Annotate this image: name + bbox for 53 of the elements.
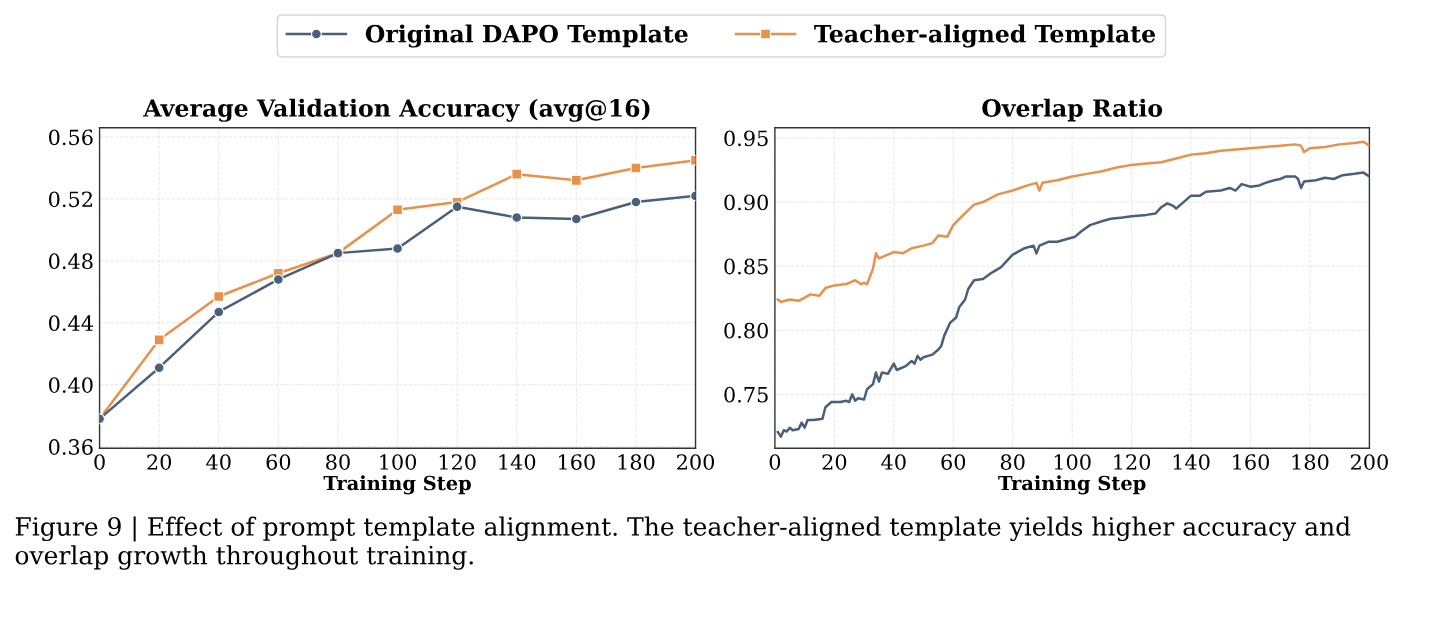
y-tick-label: 0.52 bbox=[49, 191, 92, 208]
y-tick-label: 0.85 bbox=[724, 258, 768, 275]
x-tick-label: 0 bbox=[94, 454, 105, 470]
point bbox=[213, 291, 225, 302]
x-tick-label: 100 bbox=[1054, 454, 1091, 470]
point bbox=[570, 213, 582, 225]
point bbox=[392, 204, 403, 216]
caption: Figure 9 | Effect of prompt template alignment. The teacher-aligned template yields higher accuracy and overlap growth throughout training. bbox=[15, 516, 1351, 570]
y-tick-label: 0.40 bbox=[49, 377, 93, 393]
x-tick-label: 120 bbox=[1114, 454, 1151, 470]
y-tick-label: 0.56 bbox=[49, 129, 93, 146]
point bbox=[511, 212, 523, 223]
y-tick-label: 0.36 bbox=[49, 439, 93, 455]
x-tick-label: 60 bbox=[941, 454, 966, 470]
y-tick-label: 0.90 bbox=[724, 194, 768, 211]
x-tick-label: 80 bbox=[326, 454, 350, 470]
line-series bbox=[776, 171, 1370, 438]
y-tick-label: 0.95 bbox=[724, 130, 768, 147]
point bbox=[272, 274, 284, 285]
x-tick-label: 80 bbox=[1000, 454, 1025, 470]
point bbox=[213, 306, 225, 318]
point bbox=[630, 196, 642, 208]
x-tick-label: 20 bbox=[822, 454, 847, 470]
x-tick-label: 160 bbox=[1233, 454, 1269, 470]
y-tick-label: 0.80 bbox=[724, 322, 768, 339]
y-tick-label: 0.48 bbox=[49, 253, 93, 270]
x-tick-label: 100 bbox=[380, 454, 417, 470]
legend-label: Original DAPO Template bbox=[365, 24, 688, 48]
x-tick-label: 60 bbox=[266, 454, 291, 470]
x-tick-label: 120 bbox=[439, 454, 476, 470]
point bbox=[153, 334, 165, 346]
legend-label: Teacher-aligned Template bbox=[814, 24, 1156, 48]
chart-title: Overlap Ratio bbox=[982, 98, 1163, 122]
x-tick-label: 40 bbox=[881, 454, 906, 470]
x-tick-label: 140 bbox=[499, 454, 536, 470]
x-tick-label: 160 bbox=[558, 454, 595, 470]
point bbox=[511, 168, 523, 180]
x-axis-title: Training Step bbox=[323, 475, 471, 495]
x-tick-label: 140 bbox=[1173, 454, 1210, 470]
x-tick-label: 20 bbox=[147, 454, 172, 470]
y-tick-label: 0.75 bbox=[724, 386, 768, 403]
line-series bbox=[776, 140, 1370, 304]
x-tick-label: 180 bbox=[1292, 454, 1329, 470]
x-tick-label: 200 bbox=[1350, 454, 1388, 470]
x-tick-label: 0 bbox=[769, 454, 781, 470]
point bbox=[392, 243, 403, 254]
y-tick-label: 0.44 bbox=[49, 315, 93, 332]
point bbox=[153, 362, 165, 374]
x-tick-label: 200 bbox=[677, 454, 715, 470]
chart-title: Average Validation Accuracy (avg@16) bbox=[143, 98, 650, 122]
x-tick-label: 40 bbox=[206, 454, 231, 470]
x-axis-title: Training Step bbox=[998, 475, 1146, 495]
x-tick-label: 180 bbox=[618, 454, 655, 470]
